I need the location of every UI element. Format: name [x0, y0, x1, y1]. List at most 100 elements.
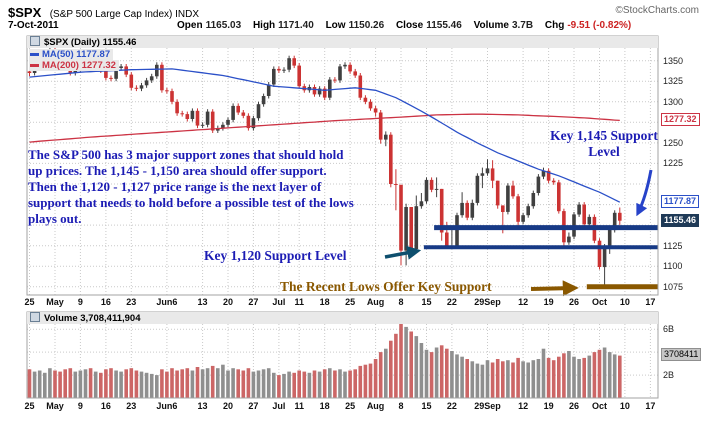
high-label: High — [252, 20, 276, 31]
x-axis-label: 17 — [645, 401, 656, 411]
volume-legend-strip: Volume 3,708,411,904 — [27, 312, 658, 324]
indicator-properties-icon — [30, 312, 40, 322]
legend-ma200-label: MA(200) 1277.32 — [42, 60, 116, 71]
x-axis-label: 22 — [446, 297, 457, 307]
x-axis-label: 13 — [197, 297, 208, 307]
x-axis-label: 25 — [24, 297, 35, 307]
x-axis-label: Jul — [272, 401, 286, 411]
ma200-axis-label: 1277.32 — [661, 113, 700, 127]
y-axis-label: 1100 — [663, 261, 683, 272]
y-axis-label: 1300 — [663, 96, 684, 107]
support-zones-annotation: The S&P 500 has 3 major support zones th… — [28, 147, 354, 226]
key-1120-support-annotation: Key 1,120 Support Level — [204, 248, 347, 263]
y-axis-label: 1125 — [663, 240, 683, 251]
legend-ma50-label: MA(50) 1177.87 — [42, 49, 111, 60]
y-axis-label: 1225 — [663, 158, 684, 169]
x-axis-label: Jul — [272, 297, 286, 307]
x-axis-label: 27 — [248, 401, 259, 411]
ma50-swatch-icon — [30, 52, 39, 56]
low-label: Low — [325, 20, 346, 31]
x-axis-label: 25 — [24, 401, 35, 411]
x-axis-label: 8 — [398, 297, 404, 307]
volume-axis-label: 6B — [663, 324, 675, 335]
x-axis-label: 8 — [398, 401, 404, 411]
x-axis-label: 25 — [345, 297, 356, 307]
x-axis-label: 11 — [294, 297, 304, 307]
ma200-line — [29, 113, 620, 143]
volume-axis-label: 2B — [663, 370, 675, 381]
y-axis-label: 1250 — [663, 137, 684, 148]
low-value: 1150.26 — [348, 20, 385, 31]
volume-current-label: 3708411 — [661, 348, 702, 362]
close-label: Close — [395, 20, 424, 31]
x-axis-label: Aug — [366, 401, 385, 411]
quote-header: 7-Oct-2011 Open 1165.03 High 1171.40 Low 11… — [8, 20, 702, 32]
ma200-swatch-icon — [30, 63, 39, 67]
x-axis-label: 20 — [222, 297, 234, 307]
key-1145-support-annotation: Key 1,145 Support Level — [550, 128, 658, 159]
x-axis-label: Aug — [366, 297, 385, 307]
arrow-to-1145-support — [636, 169, 653, 217]
stockcharts-credit: ©StockCharts.com — [615, 5, 699, 16]
y-axis-label: 1350 — [663, 55, 684, 66]
x-axis-label: 16 — [100, 401, 111, 411]
x-axis-label: 23 — [126, 401, 137, 411]
x-axis-label: 13 — [197, 401, 208, 411]
x-axis-label: 23 — [126, 297, 137, 307]
x-axis-label: 10 — [619, 401, 630, 411]
x-axis-label: 11 — [294, 401, 304, 411]
last-price-label: 1155.46 — [661, 213, 700, 227]
legend-ma200: MA(200) 1277.32 — [29, 60, 119, 71]
volume-bars — [27, 322, 622, 398]
x-axis-label: 19 — [543, 297, 554, 307]
x-axis-label: 26 — [569, 401, 580, 411]
arrow-to-recent-lows — [530, 280, 579, 297]
x-axis-label: Oct — [591, 401, 607, 411]
x-axis-label: 29Sep — [474, 297, 501, 307]
x-axis-label: 9 — [77, 401, 83, 411]
arrow-to-1120-support — [384, 245, 422, 260]
x-axis-label: 25 — [345, 401, 356, 411]
symbol-description: (S&P 500 Large Cap Index) INDX — [49, 9, 200, 20]
x-axis-label: 9 — [77, 297, 83, 307]
volume-value: 3.7B — [511, 20, 534, 31]
volume-label: Volume — [473, 20, 509, 31]
x-axis-label: 15 — [421, 401, 432, 411]
x-axis-label: 29Sep — [474, 401, 501, 411]
high-value: 1171.40 — [278, 20, 314, 31]
x-axis-label: 27 — [248, 297, 259, 307]
chart-header: $SPX (S&P 500 Large Cap Index) INDX — [8, 4, 199, 22]
x-axis-label: May — [46, 297, 64, 307]
x-axis-label: 20 — [222, 401, 234, 411]
legend-spx: $SPX (Daily) 1155.46 — [44, 37, 137, 48]
x-axis-label: 10 — [619, 297, 630, 307]
open-label: Open — [177, 20, 203, 31]
chart-properties-icon — [30, 36, 40, 46]
x-axis-label: 18 — [319, 297, 330, 307]
ma50-axis-label: 1177.87 — [661, 195, 700, 209]
ma50-line — [29, 68, 621, 203]
chg-label: Chg — [544, 20, 565, 31]
x-axis-label: 15 — [421, 297, 432, 307]
price-legend-strip: $SPX (Daily) 1155.46 — [27, 36, 658, 48]
volume-legend-label: Volume 3,708,411,904 — [44, 313, 141, 324]
x-axis-label: 22 — [446, 401, 457, 411]
x-axis-label: 26 — [569, 297, 580, 307]
x-axis-label: 18 — [319, 401, 330, 411]
y-axis-label: 1075 — [663, 281, 684, 292]
open-value: 1165.03 — [205, 20, 242, 31]
recent-lows-annotation: The Recent Lows Offer Key Support — [280, 279, 492, 294]
x-axis-label: 12 — [518, 297, 529, 307]
x-axis-label: May — [46, 401, 64, 411]
chart-date: 7-Oct-2011 — [8, 20, 59, 31]
symbol: $SPX — [8, 5, 42, 20]
x-axis-label: Jun6 — [156, 297, 178, 307]
x-axis-label: Jun6 — [156, 401, 178, 411]
x-axis-label: Oct — [591, 297, 607, 307]
x-axis-label: 12 — [518, 401, 529, 411]
x-axis-label: 16 — [100, 297, 111, 307]
legend-ma50: MA(50) 1177.87 — [29, 49, 114, 60]
close-value: 1155.46 — [426, 20, 462, 31]
